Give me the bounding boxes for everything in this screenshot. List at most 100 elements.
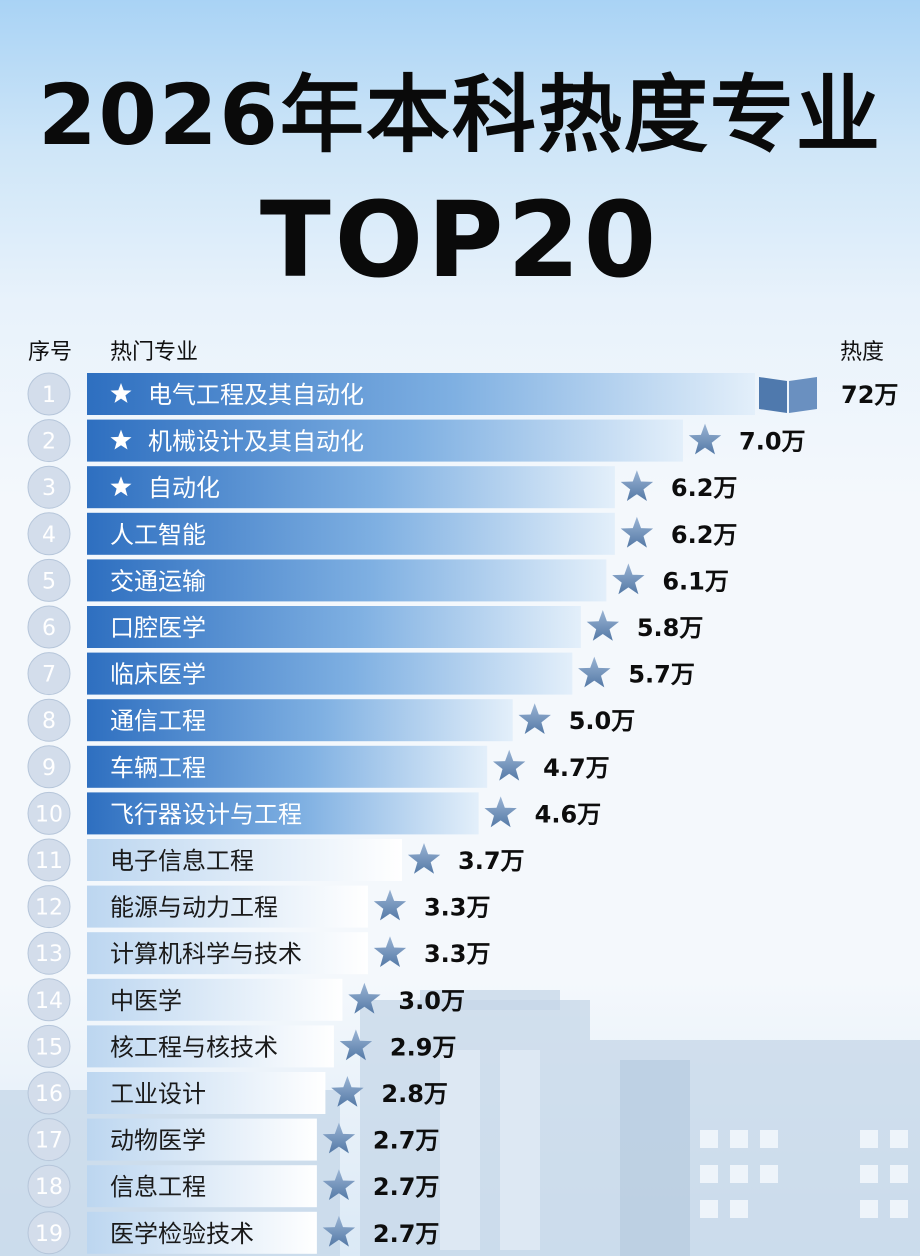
- star-icon: [612, 563, 645, 595]
- major-label: 通信工程: [110, 707, 206, 735]
- rank-circle: [27, 838, 71, 882]
- rank-number: 6: [42, 616, 56, 641]
- rank-circle: [27, 605, 71, 649]
- star-icon: [322, 1122, 356, 1154]
- rank-circle: [27, 1024, 71, 1068]
- value-label: 2.7万: [373, 1173, 440, 1201]
- rank-circle: [27, 652, 71, 696]
- major-label: 人工智能: [110, 521, 206, 549]
- bar: [87, 1211, 317, 1254]
- bar: [87, 373, 755, 415]
- bar-star-icon: [110, 429, 132, 450]
- major-label: 自动化: [148, 474, 220, 502]
- value-label: 4.7万: [543, 754, 610, 782]
- rank-number: 3: [42, 476, 56, 501]
- value-label: 3.3万: [424, 940, 491, 968]
- rank-circle: [27, 558, 71, 602]
- major-label: 口腔医学: [110, 614, 206, 642]
- star-icon: [331, 1076, 364, 1107]
- bar: [87, 419, 683, 462]
- rank-circle: [27, 978, 71, 1022]
- major-label: 机械设计及其自动化: [148, 428, 364, 456]
- value-label: 2.9万: [390, 1033, 457, 1061]
- rank-circle: [27, 372, 71, 416]
- bar: [87, 792, 479, 835]
- star-icon: [339, 1029, 373, 1061]
- rank-number: 10: [35, 802, 63, 827]
- rank-number: 9: [42, 756, 56, 781]
- bar: [87, 745, 488, 788]
- value-label: 2.8万: [381, 1080, 448, 1108]
- value-label: 6.2万: [671, 521, 738, 549]
- bar: [87, 1118, 317, 1161]
- major-label: 动物医学: [110, 1127, 206, 1155]
- bar: [87, 559, 607, 602]
- rank-circle: [27, 419, 71, 463]
- star-icon: [518, 703, 551, 734]
- rank-circle: [27, 1071, 71, 1115]
- rank-number: 5: [42, 569, 56, 594]
- rank-number: 19: [35, 1222, 63, 1247]
- bar-star-icon: [110, 476, 132, 497]
- rank-circle: [27, 512, 71, 556]
- star-icon: [578, 656, 611, 688]
- rank-circle: [27, 931, 71, 975]
- star-icon: [484, 796, 517, 828]
- bar: [87, 978, 343, 1021]
- star-icon: [322, 1215, 356, 1247]
- column-header-major: 热门专业: [110, 340, 199, 365]
- rank-number: 11: [35, 849, 63, 874]
- star-icon: [688, 423, 722, 455]
- bar: [87, 512, 615, 555]
- major-label: 计算机科学与技术: [110, 940, 302, 968]
- rank-number: 8: [42, 709, 56, 734]
- bar: [87, 1072, 326, 1114]
- major-label: 交通运输: [110, 567, 206, 595]
- major-label: 电气工程及其自动化: [148, 381, 364, 409]
- major-label: 工业设计: [110, 1080, 206, 1108]
- star-icon: [493, 749, 526, 781]
- bar: [87, 839, 403, 881]
- rank-number: 17: [35, 1129, 63, 1154]
- value-label: 3.0万: [398, 987, 465, 1015]
- bar: [87, 652, 573, 695]
- rank-circle: [27, 1118, 71, 1162]
- value-label: 5.0万: [569, 707, 636, 735]
- value-label: 6.1万: [662, 567, 729, 595]
- star-icon: [407, 843, 441, 874]
- major-label: 临床医学: [110, 661, 206, 689]
- major-label: 中医学: [110, 987, 182, 1015]
- value-label: 7.0万: [739, 428, 806, 456]
- major-label: 飞行器设计与工程: [110, 800, 302, 828]
- value-label: 3.3万: [424, 894, 491, 922]
- major-label: 能源与动力工程: [110, 894, 278, 922]
- star-icon: [373, 936, 407, 967]
- rank-circle: [27, 465, 71, 509]
- value-label: 2.7万: [373, 1127, 440, 1155]
- value-label: 3.7万: [458, 847, 525, 875]
- bar: [87, 699, 513, 742]
- star-icon: [586, 610, 619, 641]
- value-label: 4.6万: [535, 800, 602, 828]
- bar: [87, 466, 615, 509]
- major-label: 电子信息工程: [110, 847, 254, 875]
- rank-circle: [27, 698, 71, 742]
- value-label: 72万: [841, 381, 898, 409]
- rank-number: 18: [35, 1175, 63, 1200]
- star-icon: [620, 516, 654, 548]
- value-label: 2.7万: [373, 1220, 440, 1248]
- major-label: 核工程与核技术: [110, 1033, 278, 1061]
- value-label: 5.8万: [637, 614, 704, 642]
- bar-star-icon: [110, 383, 132, 403]
- bar: [87, 932, 368, 975]
- rank-circle: [27, 791, 71, 835]
- rank-number: 1: [42, 383, 56, 408]
- bar: [87, 606, 581, 648]
- bar: [87, 1165, 317, 1208]
- column-header-rank: 序号: [28, 340, 73, 365]
- major-label: 信息工程: [110, 1173, 206, 1201]
- rank-number: 15: [35, 1035, 63, 1060]
- rank-number: 14: [35, 989, 63, 1014]
- bar: [87, 1025, 334, 1068]
- rank-number: 7: [42, 663, 56, 688]
